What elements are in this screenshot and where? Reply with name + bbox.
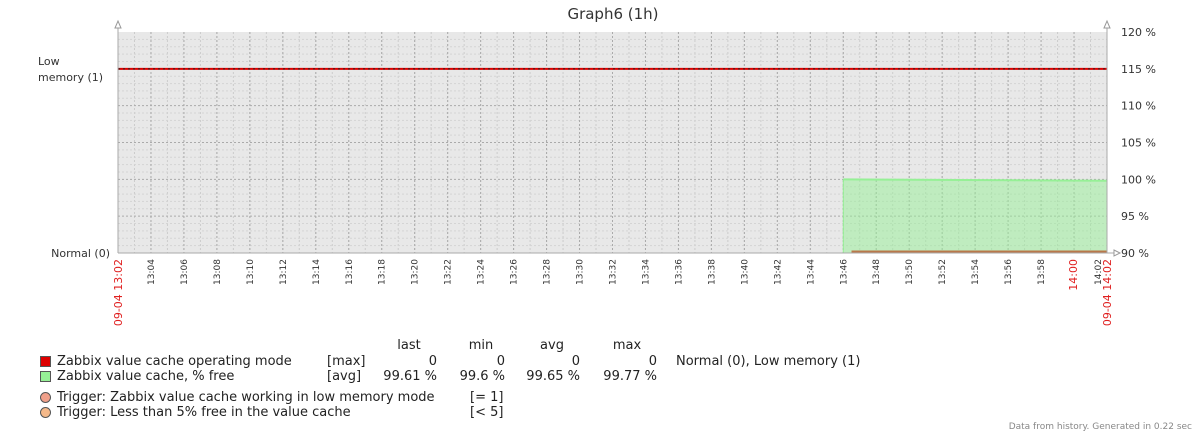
series-line-1	[843, 178, 1108, 182]
x-tick-label: 13:38	[707, 259, 717, 285]
x-tick-label: 13:46	[839, 259, 849, 285]
y-tick-label: 120 %	[1121, 26, 1156, 39]
trigger-label: Trigger: Zabbix value cache working in l…	[57, 390, 435, 405]
legend-item-max: 99.77 %	[603, 369, 657, 384]
x-tick-label: 13:14	[312, 259, 322, 285]
legend-item-last: 0	[428, 354, 437, 369]
axis-labels: 120 % 115 % 110 % 105 % 100 % 95 % 90 % Low memo…	[38, 26, 1156, 326]
y-left-label: Low	[38, 55, 60, 68]
legend-item-name: Zabbix value cache, % free	[57, 369, 235, 384]
legend: last min avg max Zabbix value cache oper…	[40, 338, 940, 424]
x-tick-label: 13:16	[345, 259, 355, 285]
x-tick-label: 13:12	[279, 259, 289, 285]
x-tick-label: 13:36	[674, 259, 684, 285]
x-tick-label: 14:00	[1067, 259, 1080, 291]
x-tick-label: 14:02	[1094, 259, 1104, 285]
x-tick-label: 13:32	[609, 259, 619, 285]
x-tick-label: 13:40	[740, 259, 750, 285]
x-tick-label: 13:06	[180, 259, 190, 285]
legend-item-name: Zabbix value cache operating mode	[57, 354, 292, 369]
y-left-label: Normal (0)	[51, 247, 110, 260]
legend-trigger: Trigger: Zabbix value cache working in l…	[40, 390, 940, 406]
x-tick-label: 13:04	[147, 259, 157, 285]
x-tick-label: 13:26	[510, 259, 520, 285]
y-tick-label: 95 %	[1121, 210, 1149, 223]
legend-item-min: 0	[496, 354, 505, 369]
x-tick-label: 13:24	[477, 259, 487, 285]
legend-item-max: 0	[648, 354, 657, 369]
legend-item: Zabbix value cache operating mode [max] …	[40, 354, 940, 370]
x-tick-label: 13:08	[213, 259, 223, 285]
legend-item-avg: 99.65 %	[526, 369, 580, 384]
legend-header-row: last min avg max	[40, 338, 740, 354]
y-tick-label: 105 %	[1121, 137, 1156, 150]
chart-title: Graph6 (1h)	[567, 5, 658, 23]
chart-marks	[118, 67, 1108, 254]
legend-item-func: [max]	[327, 354, 366, 369]
x-tick-label: 13:54	[971, 259, 981, 285]
x-tick-label: 13:50	[905, 259, 915, 285]
legend-trigger: Trigger: Less than 5% free in the value …	[40, 405, 940, 421]
y-axis-left-arrow	[114, 19, 122, 29]
y-axis-right-arrow	[1103, 19, 1111, 29]
series-area-1	[843, 179, 1107, 253]
y-left-label: memory (1)	[38, 71, 103, 84]
legend-header-last: last	[397, 338, 421, 353]
y-tick-label: 110 %	[1121, 100, 1156, 113]
trigger-swatch	[40, 407, 51, 418]
x-tick-label: 13:10	[246, 259, 256, 285]
trigger-label: Trigger: Less than 5% free in the value …	[57, 405, 351, 420]
legend-item-avg: 0	[571, 354, 580, 369]
y-tick-label: 115 %	[1121, 63, 1156, 76]
trigger-condition: [< 5]	[470, 405, 504, 420]
x-tick-label: 13:44	[806, 259, 816, 285]
x-tick-label: 13:52	[938, 259, 948, 285]
legend-header-avg: avg	[540, 338, 564, 353]
trigger-swatch	[40, 392, 51, 403]
x-tick-label: 13:20	[411, 259, 421, 285]
footer-note: Data from history. Generated in 0.22 sec	[1008, 422, 1192, 432]
x-tick-label: 13:48	[872, 259, 882, 285]
chart: Graph6 (1h) 120 % 115 % 110 % 105 % 100 % 95 …	[38, 5, 1156, 326]
x-tick-label: 13:18	[378, 259, 388, 285]
axes	[114, 19, 1122, 257]
trigger-condition: [= 1]	[470, 390, 504, 405]
x-tick-label: 13:56	[1004, 259, 1014, 285]
legend-item-min: 99.6 %	[459, 369, 505, 384]
legend-item: Zabbix value cache, % free [avg] 99.61 %…	[40, 369, 940, 385]
x-end-label: 09-04 14:02	[1101, 259, 1114, 326]
x-tick-label: 13:28	[543, 259, 553, 285]
x-tick-label: 13:58	[1037, 259, 1047, 285]
y-tick-label: 90 %	[1121, 247, 1149, 260]
x-tick-label: 13:34	[641, 259, 651, 285]
legend-item-func: [avg]	[327, 369, 362, 384]
x-tick-label: 13:42	[773, 259, 783, 285]
y-tick-label: 100 %	[1121, 173, 1156, 186]
x-tick-label: 13:30	[576, 259, 586, 285]
legend-item-extra: Normal (0), Low memory (1)	[676, 354, 861, 369]
x-tick-label: 13:22	[444, 259, 454, 285]
legend-header-min: min	[468, 338, 494, 353]
legend-swatch	[40, 356, 51, 367]
legend-swatch	[40, 371, 51, 382]
legend-header-max: max	[612, 338, 642, 353]
x-axis-arrow	[1113, 249, 1122, 257]
legend-item-last: 99.61 %	[383, 369, 437, 384]
x-start-label: 09-04 13:02	[112, 259, 125, 326]
